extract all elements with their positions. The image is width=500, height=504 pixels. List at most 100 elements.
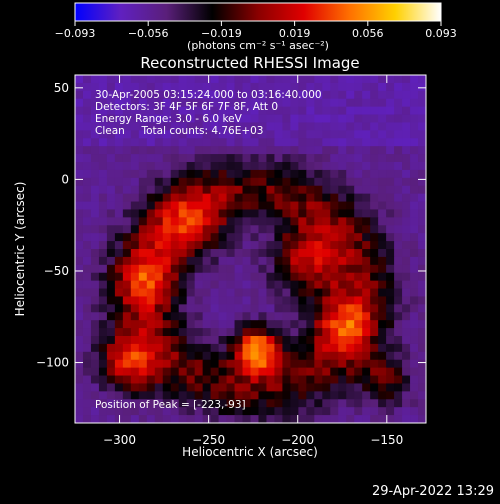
heatmap-cell: [282, 383, 291, 392]
heatmap-cell: [210, 233, 219, 242]
heatmap-cell: [370, 304, 379, 313]
heatmap-cell: [202, 375, 212, 384]
heatmap-cell: [114, 383, 124, 392]
heatmap-cell: [322, 82, 331, 92]
heatmap-cell: [418, 106, 427, 115]
heatmap-cell: [346, 391, 355, 400]
heatmap-cell: [354, 90, 363, 100]
heatmap-cell: [354, 241, 363, 250]
heatmap-cell: [154, 249, 164, 258]
heatmap-cell: [346, 162, 355, 171]
heatmap-cell: [306, 336, 315, 345]
heatmap-cell: [330, 288, 339, 297]
heatmap-cell: [274, 177, 283, 187]
heatmap-cell: [194, 367, 204, 376]
heatmap-cell: [75, 225, 84, 234]
heatmap-cell: [314, 272, 323, 282]
heatmap-cell: [106, 280, 116, 289]
heatmap-cell: [202, 328, 212, 337]
heatmap-cell: [346, 98, 355, 108]
heatmap-cell: [338, 98, 347, 108]
heatmap-cell: [186, 391, 196, 400]
heatmap-cell: [314, 201, 323, 210]
heatmap-cell: [138, 138, 148, 147]
heatmap-cell: [322, 359, 331, 369]
heatmap-cell: [298, 328, 307, 337]
heatmap-cell: [98, 264, 108, 274]
heatmap-cell: [146, 122, 156, 131]
heatmap-cell: [90, 209, 100, 218]
heatmap-cell: [338, 82, 347, 92]
heatmap-cell: [306, 114, 315, 123]
heatmap-cell: [346, 359, 355, 369]
heatmap-cell: [338, 90, 347, 100]
heatmap-cell: [194, 407, 204, 416]
heatmap-cell: [210, 320, 219, 329]
heatmap-cell: [418, 415, 427, 424]
heatmap-cell: [282, 233, 291, 242]
heatmap-cell: [306, 233, 315, 242]
heatmap-cell: [402, 193, 411, 202]
heatmap-cell: [162, 304, 172, 313]
heatmap-cell: [290, 201, 299, 210]
heatmap-cell: [106, 162, 116, 171]
heatmap-cell: [338, 256, 347, 266]
heatmap-cell: [242, 264, 251, 274]
heatmap-cell: [394, 320, 403, 329]
heatmap-cell: [266, 272, 275, 282]
heatmap-cell: [114, 249, 124, 258]
heatmap-cell: [75, 296, 84, 305]
heatmap-cell: [346, 336, 355, 345]
heatmap-cell: [154, 280, 164, 289]
heatmap-cell: [330, 185, 339, 195]
heatmap-cell: [258, 114, 267, 123]
heatmap-cell: [202, 312, 212, 321]
heatmap-cell: [210, 162, 219, 171]
heatmap-cell: [138, 249, 148, 258]
heatmap-cell: [362, 272, 371, 282]
heatmap-cell: [386, 90, 395, 100]
heatmap-cell: [114, 391, 124, 400]
heatmap-cell: [138, 225, 148, 234]
heatmap-cell: [178, 201, 188, 210]
heatmap-cell: [82, 90, 92, 100]
heatmap-cell: [138, 391, 148, 400]
heatmap-cell: [410, 106, 419, 115]
heatmap-cell: [98, 383, 108, 392]
heatmap-cell: [90, 114, 100, 123]
heatmap-cell: [362, 249, 371, 258]
heatmap-cell: [346, 280, 355, 289]
heatmap-cell: [82, 256, 92, 266]
heatmap-cell: [75, 343, 84, 353]
heatmap-cell: [162, 146, 172, 155]
x-axis-ticks: −300 −250 −200 −150: [103, 75, 403, 447]
heatmap-cell: [226, 130, 235, 139]
heatmap-cell: [258, 225, 267, 234]
heatmap-cell: [274, 114, 283, 123]
heatmap-cell: [322, 391, 331, 400]
heatmap-cell: [178, 122, 188, 131]
heatmap-cell: [122, 359, 132, 369]
heatmap-cell: [178, 296, 188, 305]
heatmap-cell: [338, 288, 347, 297]
heatmap-cell: [314, 138, 323, 147]
heatmap-cell: [298, 217, 307, 226]
heatmap-cell: [330, 177, 339, 187]
heatmap-cell: [378, 249, 387, 258]
heatmap-cell: [410, 162, 419, 171]
heatmap-cell: [226, 249, 235, 258]
heatmap-cell: [402, 367, 411, 376]
heatmap-cell: [170, 193, 180, 202]
heatmap-cell: [290, 122, 299, 131]
heatmap-cell: [330, 233, 339, 242]
colorbar-tick-label: 0.019: [279, 27, 311, 40]
heatmap-cell: [394, 272, 403, 282]
heatmap-cell: [186, 193, 196, 202]
heatmap-cell: [322, 256, 331, 266]
heatmap-cell: [210, 328, 219, 337]
heatmap-cell: [202, 138, 212, 147]
heatmap-cell: [418, 336, 427, 345]
heatmap-cell: [378, 288, 387, 297]
heatmap-cell: [234, 415, 243, 424]
heatmap-cell: [242, 399, 251, 408]
